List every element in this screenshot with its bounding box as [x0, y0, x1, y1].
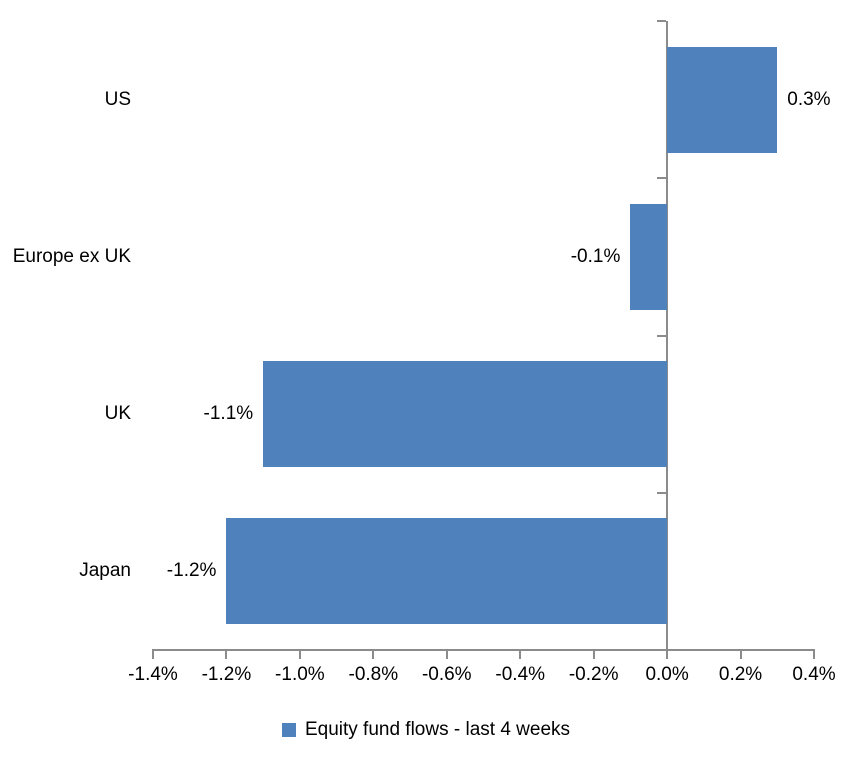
y-axis-tick	[657, 20, 667, 22]
x-axis-tick-label: -0.4%	[495, 664, 546, 685]
x-axis-tick	[666, 650, 669, 659]
x-axis-tick-label: 0.2%	[718, 664, 763, 685]
category-label-us: US	[104, 88, 131, 110]
value-label-japan: -1.2%	[166, 560, 217, 582]
category-label-japan: Japan	[79, 560, 131, 582]
y-axis-line	[666, 21, 669, 650]
x-axis-tick	[152, 650, 154, 659]
bar-japan	[226, 518, 668, 625]
x-axis-line	[152, 649, 815, 651]
x-axis-tick	[298, 650, 301, 659]
y-axis-tick	[657, 334, 667, 337]
value-label-europe-ex-uk: -0.1%	[570, 245, 621, 267]
x-axis-tick-label: -1.4%	[128, 664, 178, 685]
x-axis-tick-label: -0.2%	[568, 664, 619, 685]
bar-us	[667, 46, 778, 153]
bar-europe-ex-uk	[630, 203, 668, 310]
legend: Equity fund flows - last 4 weeks	[0, 718, 852, 742]
legend-swatch	[281, 723, 296, 737]
bar-uk	[263, 361, 668, 468]
value-label-uk: -1.1%	[203, 403, 254, 425]
x-axis-tick	[445, 650, 448, 659]
x-axis-tick-label: 0.4%	[792, 664, 836, 685]
x-axis-tick	[592, 650, 595, 659]
x-axis-tick-label: -1.2%	[201, 664, 252, 685]
y-axis-tick	[657, 649, 667, 651]
x-axis-tick-label: 0.0%	[645, 664, 689, 685]
x-axis-tick	[813, 650, 815, 659]
category-label-europe-ex-uk: Europe ex UK	[12, 245, 131, 267]
x-axis-tick-label: -0.6%	[421, 664, 472, 685]
x-axis-tick	[225, 650, 228, 659]
x-axis-tick-label: -1.0%	[275, 664, 325, 685]
value-label-us: 0.3%	[787, 88, 831, 110]
x-axis-tick-label: -0.8%	[348, 664, 399, 685]
x-axis-tick	[739, 650, 742, 659]
y-axis-tick	[657, 177, 667, 180]
x-axis-tick	[372, 650, 375, 659]
legend-label: Equity fund flows - last 4 weeks	[304, 719, 571, 740]
x-axis-tick	[519, 650, 522, 659]
y-axis-tick	[657, 491, 667, 494]
category-label-uk: UK	[104, 403, 131, 425]
